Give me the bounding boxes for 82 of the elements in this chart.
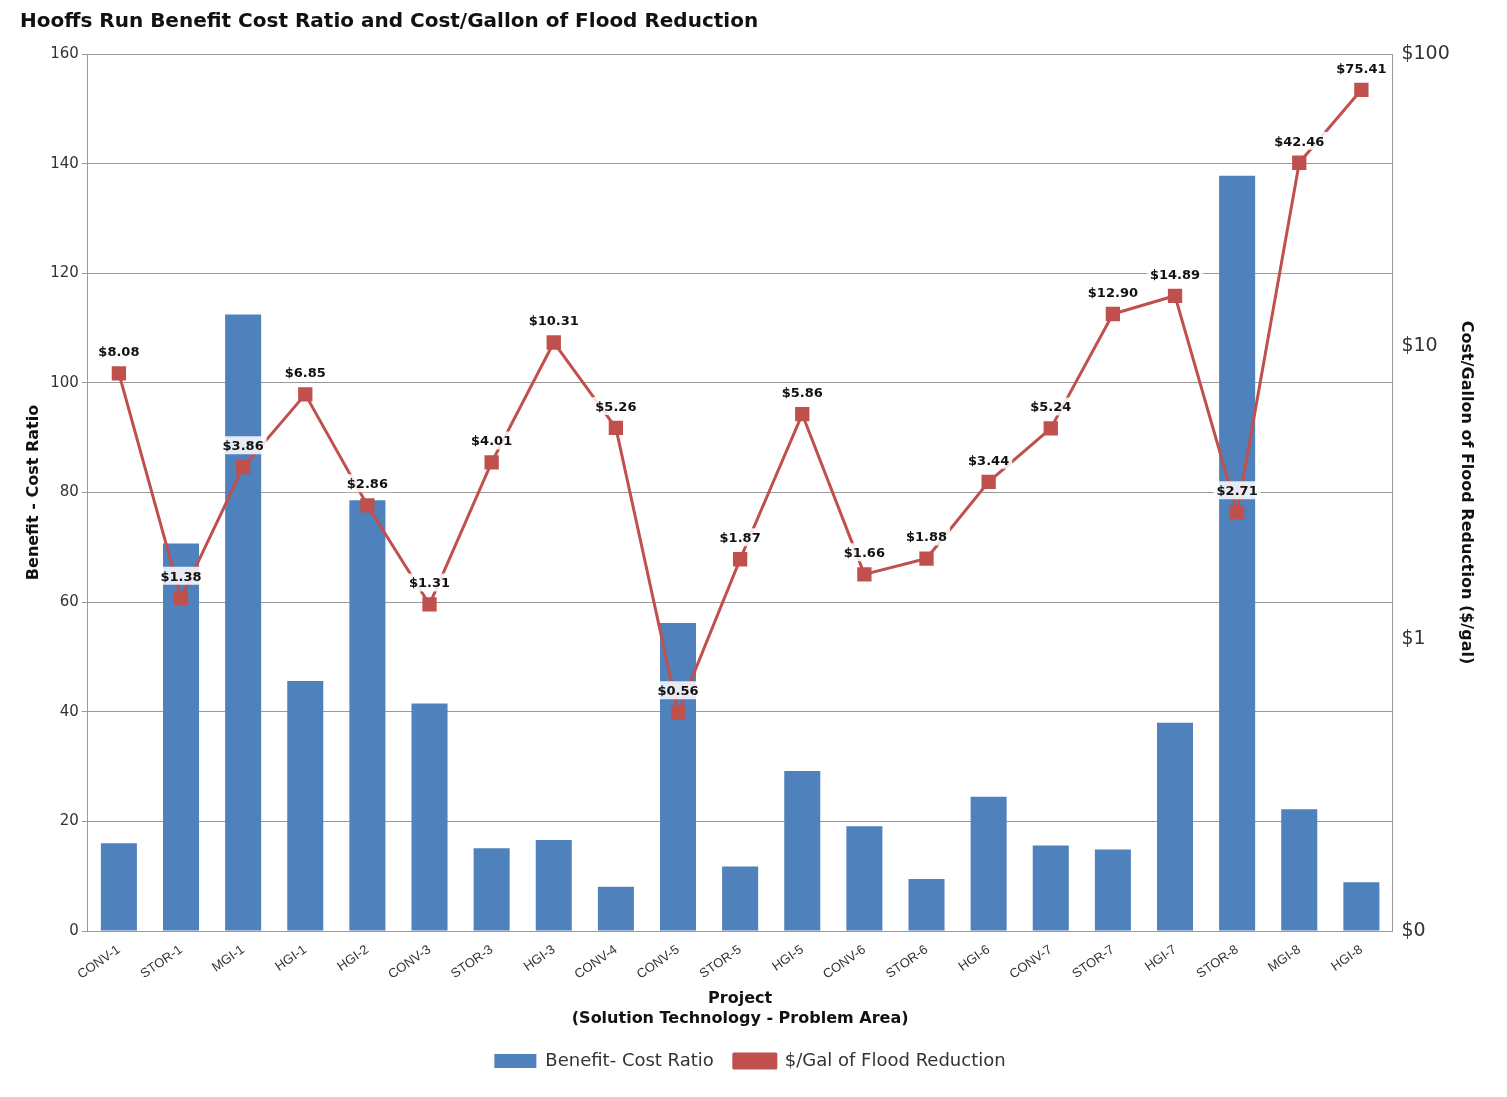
y2-tick-label: $10 — [1401, 333, 1438, 356]
bar — [225, 314, 262, 931]
point — [546, 335, 561, 350]
point — [173, 590, 189, 605]
bar — [1343, 882, 1380, 931]
y-axis-title: Benefit - Cost Ratio — [22, 404, 42, 581]
bar — [1032, 845, 1069, 931]
point — [919, 551, 934, 566]
data-label: $12.90 — [1087, 284, 1138, 300]
data-label: $3.86 — [222, 438, 264, 454]
point — [235, 460, 251, 475]
y-tick-label: 100 — [50, 372, 79, 391]
point — [732, 552, 748, 567]
y2-axis-title: Cost/Gallon of Flood Reduction ($/gal) — [1458, 320, 1478, 665]
data-label: $75.41 — [1336, 60, 1387, 76]
point — [111, 366, 127, 381]
point — [1105, 306, 1121, 322]
data-label: $6.85 — [284, 365, 326, 381]
data-label: $42.46 — [1274, 133, 1325, 149]
data-label: $14.89 — [1149, 266, 1201, 282]
point — [1292, 155, 1307, 170]
bar — [908, 878, 945, 931]
y2-tick-label: $0 — [1401, 918, 1426, 940]
point — [857, 567, 872, 582]
data-label: $5.86 — [781, 385, 823, 401]
y2-tick-label: $100 — [1401, 40, 1450, 63]
bar — [846, 826, 883, 931]
bar — [411, 703, 448, 931]
bar — [287, 681, 324, 931]
data-label: $1.88 — [905, 529, 948, 545]
y2-tick-label: $1 — [1401, 625, 1426, 648]
y-tick-label: 120 — [50, 263, 79, 282]
bar — [970, 796, 1007, 931]
bar — [349, 500, 386, 931]
bar — [473, 848, 510, 931]
y-tick-label: 80 — [59, 482, 79, 501]
bar — [1281, 809, 1318, 931]
y-tick-label: 40 — [59, 701, 79, 720]
bar — [163, 543, 200, 931]
data-label: $1.31 — [408, 575, 451, 591]
bar — [1156, 722, 1194, 931]
bar — [597, 886, 634, 931]
data-label: $1.87 — [719, 530, 761, 546]
legend-label: Benefit- Cost Ratio — [545, 1048, 714, 1070]
bar — [660, 622, 697, 931]
point — [1354, 82, 1369, 97]
data-label: $2.71 — [1216, 483, 1258, 498]
bar — [722, 866, 759, 931]
bar — [1094, 849, 1131, 931]
bar — [784, 771, 821, 931]
point — [1167, 288, 1183, 303]
point — [670, 705, 686, 720]
data-label: $3.44 — [968, 452, 1010, 468]
point — [608, 420, 624, 436]
y-tick-label: 160 — [50, 43, 79, 62]
bar — [535, 840, 572, 931]
data-label: $5.26 — [595, 398, 637, 414]
data-label: $5.24 — [1030, 399, 1072, 415]
bar — [1219, 175, 1256, 931]
point — [298, 387, 313, 402]
data-label: $1.66 — [843, 545, 885, 561]
y-tick-label: 20 — [59, 811, 79, 830]
data-label: $10.31 — [528, 313, 579, 329]
point — [1229, 504, 1245, 520]
data-label: $2.86 — [346, 476, 388, 492]
chart-title: Hooffs Run Benefit Cost Ratio and Cost/Gallon of Flood Reduction — [20, 8, 759, 33]
data-label: $4.01 — [471, 433, 513, 449]
data-label: $8.08 — [98, 344, 140, 360]
data-label: $1.38 — [160, 568, 202, 584]
y-tick-label: 140 — [50, 153, 79, 172]
point — [1043, 421, 1058, 436]
point — [422, 597, 437, 612]
point — [981, 474, 996, 489]
legend-label: $/Gal of Flood Reduction — [784, 1048, 1006, 1070]
point — [360, 498, 375, 513]
y-tick-label: 0 — [69, 920, 79, 939]
data-label: $0.56 — [657, 683, 699, 699]
bar — [100, 843, 137, 931]
point — [795, 407, 810, 422]
point — [484, 455, 499, 470]
y-tick-label: 60 — [59, 592, 79, 611]
x-axis-title: Project (Solution Technology - Problem Area) — [571, 988, 909, 1027]
